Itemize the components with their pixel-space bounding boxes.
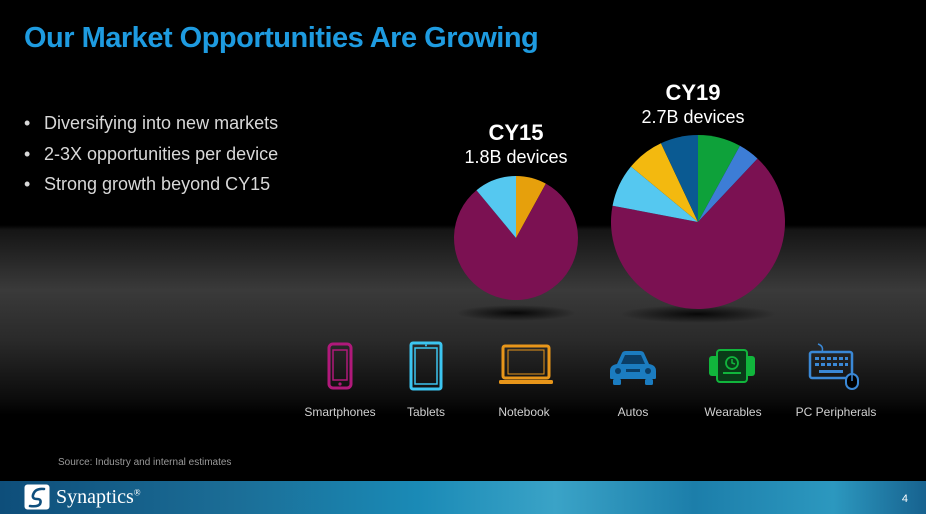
- bullet-item: • Strong growth beyond CY15: [24, 169, 278, 200]
- pie-slice-notebook: [516, 176, 546, 238]
- notebook-icon: [499, 344, 553, 384]
- keyboard-mouse-icon: [808, 343, 859, 390]
- bullet-glyph: •: [24, 143, 31, 164]
- category-label-notebook: Notebook: [498, 405, 550, 419]
- registered-mark: ®: [133, 487, 141, 498]
- pie-slice-smartphones: [611, 158, 786, 309]
- pie-title: CY19: [665, 80, 721, 105]
- category-label-smartphones: Smartphones: [304, 405, 376, 419]
- pie-header-cy19: CY19 2.7B devices: [618, 80, 768, 128]
- pie-slice-smartphones: [454, 183, 579, 301]
- logo-text: Synaptics®: [56, 486, 141, 509]
- pie-shadow-cy15: [456, 305, 576, 321]
- pie-cy15: [454, 176, 579, 301]
- pie-slice-tablets: [476, 176, 516, 238]
- bullet-text: 2-3X opportunities per device: [44, 143, 279, 164]
- pie-subtitle: 2.7B devices: [641, 107, 745, 127]
- bullet-glyph: •: [24, 113, 31, 133]
- category-label-pc-peripherals: PC Peripherals: [795, 405, 877, 419]
- page-number: 4: [901, 493, 908, 505]
- pie-shadow-cy19: [620, 305, 776, 323]
- bullet-text: Strong growth beyond CY15: [44, 174, 271, 194]
- pie-subtitle: 1.8B devices: [464, 147, 568, 167]
- source-note: Source: Industry and internal estimates: [58, 457, 232, 468]
- category-label-tablets: Tablets: [406, 405, 446, 419]
- smartphone-icon: [327, 342, 353, 390]
- bullet-text: Diversifying into new markets: [44, 113, 279, 133]
- bullet-item: • Diversifying into new markets: [24, 108, 278, 139]
- bullet-list: • Diversifying into new markets • 2-3X opp…: [24, 108, 278, 200]
- pie-title: CY15: [488, 120, 544, 145]
- pie-slice-pc-peripherals: [698, 145, 758, 222]
- car-icon: [610, 351, 656, 385]
- logo-wordmark: Synaptics: [56, 486, 134, 508]
- bullet-item: • 2-3X opportunities per device: [24, 139, 278, 170]
- pie-slice-notebook: [630, 143, 698, 222]
- category-label-autos: Autos: [617, 405, 649, 419]
- bullet-glyph: •: [24, 174, 31, 194]
- category-label-wearables: Wearables: [704, 405, 762, 419]
- tablet-icon: [409, 341, 443, 391]
- pie-header-cy15: CY15 1.8B devices: [436, 120, 596, 168]
- synaptics-logo-icon: [24, 484, 50, 510]
- smartwatch-icon: [709, 349, 755, 383]
- pie-slice-tablets: [612, 166, 698, 222]
- pie-slice-autos: [660, 135, 698, 222]
- pie-cy19: [611, 135, 786, 309]
- slide-title: Our Market Opportunities Are Growing: [24, 22, 539, 54]
- pie-slice-wearables: [698, 135, 740, 222]
- footer-band: [0, 481, 926, 514]
